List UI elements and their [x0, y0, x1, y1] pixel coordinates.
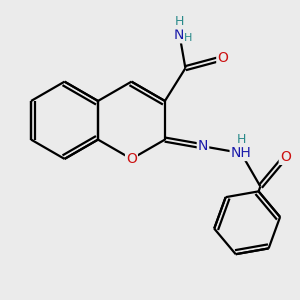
Text: O: O [280, 150, 291, 164]
Text: H: H [175, 16, 184, 28]
Text: O: O [126, 152, 137, 166]
Text: NH: NH [231, 146, 251, 160]
Text: N: N [173, 28, 184, 42]
Text: N: N [198, 139, 208, 153]
Text: O: O [217, 51, 228, 65]
Text: H: H [236, 133, 246, 146]
Text: H: H [184, 33, 193, 43]
